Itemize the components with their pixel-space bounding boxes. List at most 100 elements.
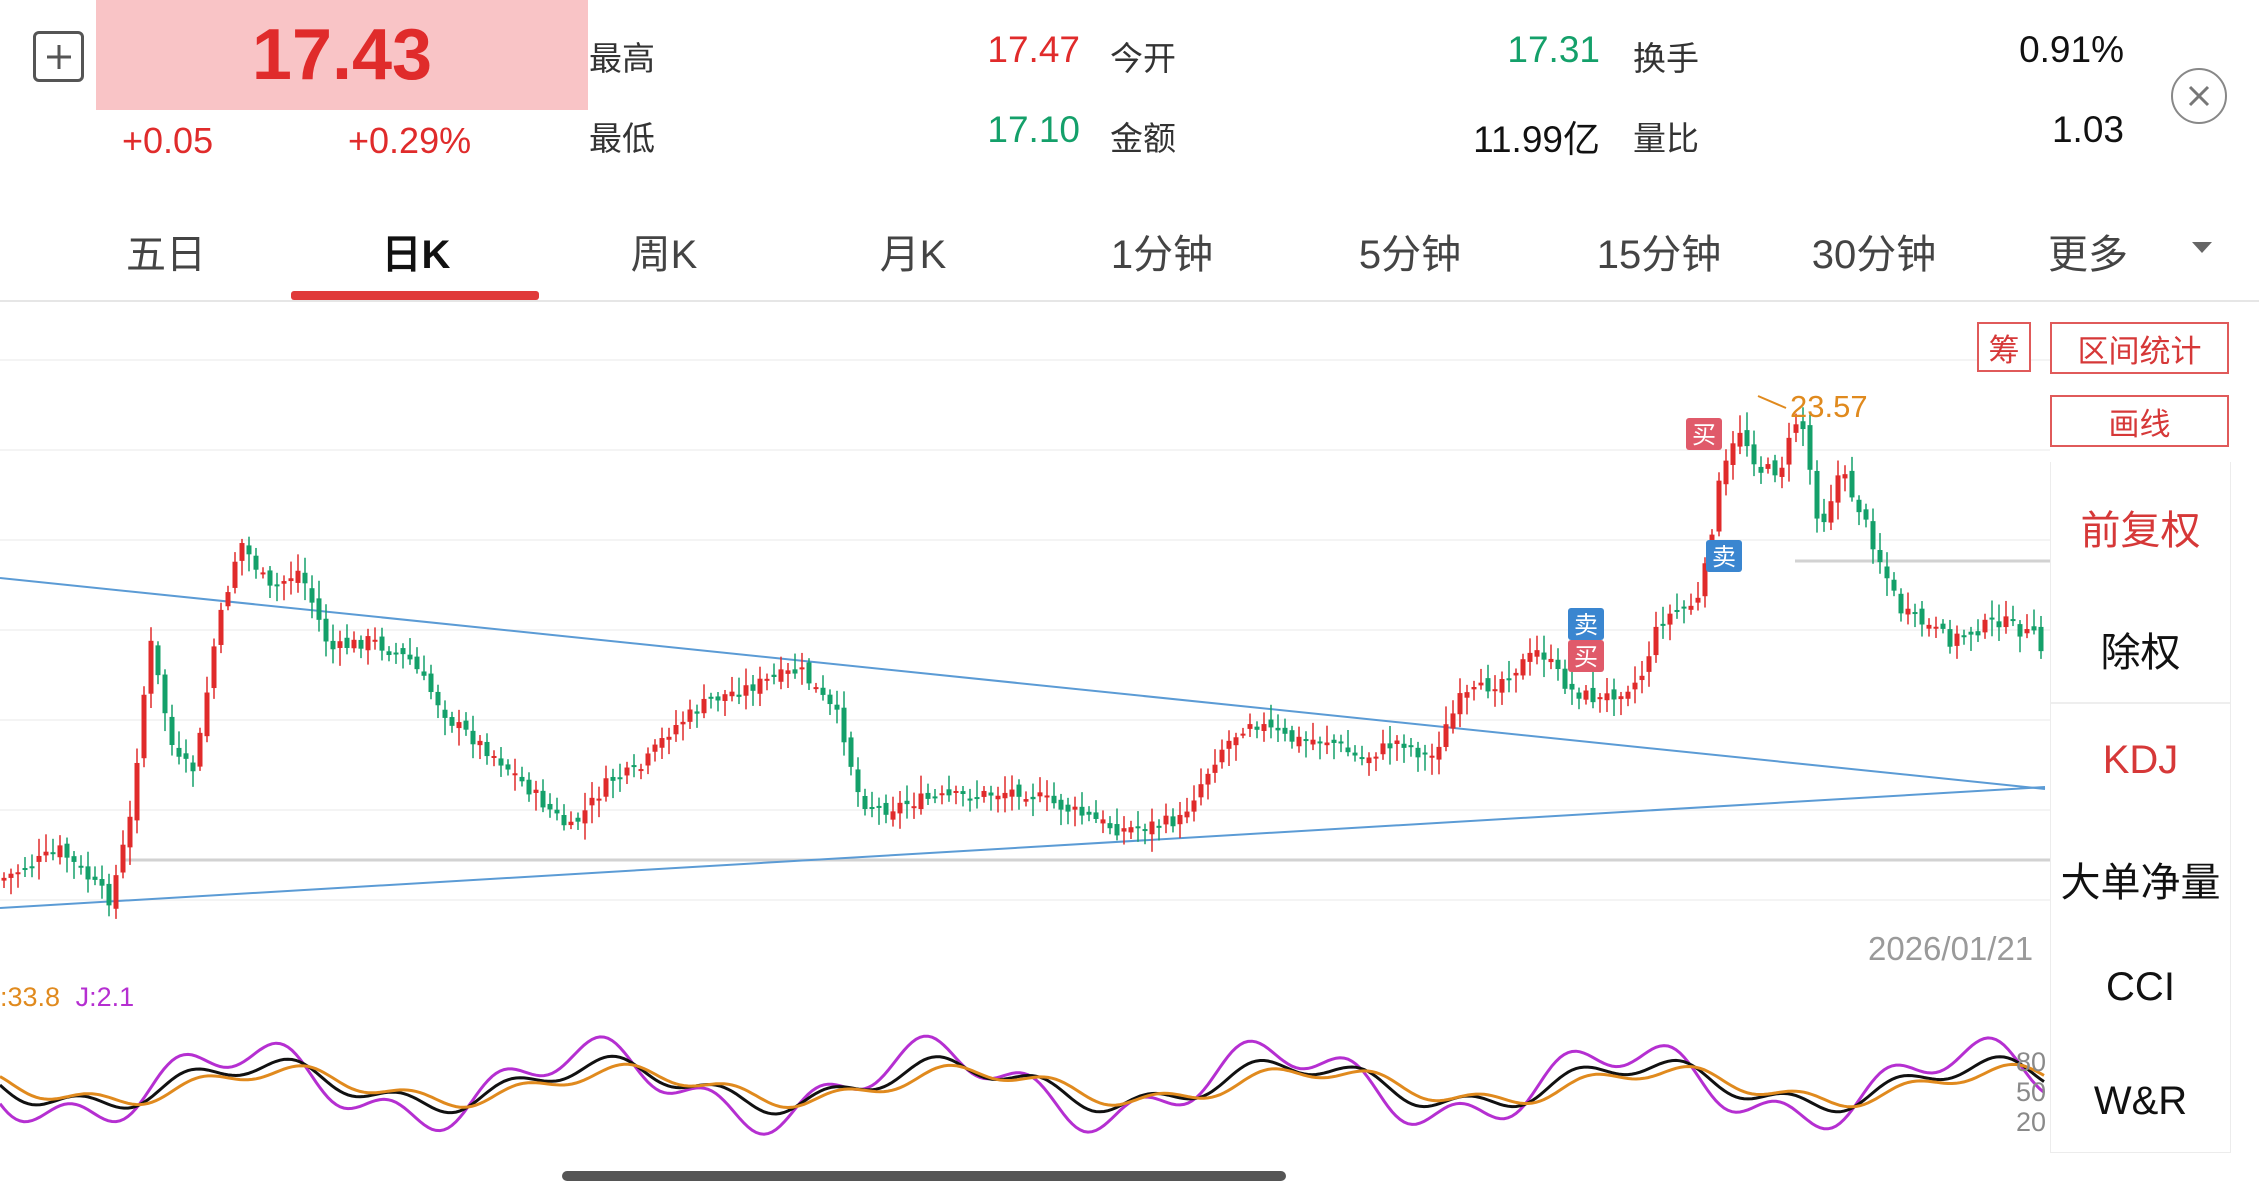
add-watchlist-button[interactable] <box>33 31 84 82</box>
tab-30min[interactable]: 30分钟 <box>1811 233 1937 277</box>
candle-body <box>897 802 903 814</box>
high-price-marker: 23.57 <box>1790 389 1868 424</box>
tab-weekly-k[interactable]: 周K <box>630 233 698 277</box>
candle-body <box>400 648 406 655</box>
candle-body <box>652 744 658 752</box>
candle-body <box>1359 757 1365 760</box>
candle-body <box>694 711 700 714</box>
tab-monthly-k[interactable]: 月K <box>879 233 947 277</box>
candle-body <box>1604 693 1610 701</box>
tab-more[interactable]: 更多 <box>2048 233 2128 277</box>
candle-body <box>1681 606 1687 609</box>
signal-badge <box>1568 640 1604 672</box>
candle-body <box>841 707 847 743</box>
candle-body <box>1464 692 1470 698</box>
candle-body <box>575 817 581 822</box>
candle-body <box>1289 730 1295 742</box>
stat-low-value: 17.10 <box>987 109 1080 150</box>
candle-body <box>1394 740 1400 744</box>
candle-body <box>71 856 77 862</box>
tab-five-day[interactable]: 五日 <box>126 233 206 277</box>
candle-body <box>43 851 49 856</box>
side-item-forward-adjusted[interactable]: 前复权 <box>2080 509 2201 553</box>
stat-open-value: 17.31 <box>1507 29 1600 70</box>
side-item-large-order-net[interactable]: 大单净量 <box>2060 861 2221 905</box>
tab-daily-k[interactable]: 日K <box>381 233 451 277</box>
candle-body <box>2010 619 2016 622</box>
candle-body <box>372 639 378 642</box>
candle-body <box>1576 692 1582 699</box>
candle-body <box>785 670 791 674</box>
candle-body <box>582 810 588 824</box>
candle-body <box>1128 827 1134 833</box>
stat-low-label: 最低 <box>589 120 655 157</box>
candle-body <box>939 793 945 796</box>
candle-body <box>967 798 973 801</box>
close-button[interactable] <box>2171 68 2227 124</box>
candle-body <box>36 855 42 862</box>
candle-body <box>491 755 497 758</box>
candle-body <box>365 636 371 651</box>
tab-5min[interactable]: 5分钟 <box>1358 233 1462 277</box>
candle-body <box>1233 737 1239 746</box>
candle-body <box>806 662 812 684</box>
candle-body <box>715 696 721 701</box>
side-item-ex-rights[interactable]: 除权 <box>2100 631 2181 675</box>
high-pointer <box>1757 395 1787 409</box>
candle-body <box>1310 739 1316 745</box>
candle-body <box>64 843 70 858</box>
candle-body <box>988 792 994 796</box>
candle-body <box>260 572 266 575</box>
candle-body <box>1912 612 1918 615</box>
chevron-down-icon[interactable] <box>2190 240 2214 256</box>
candle-body <box>1688 605 1694 610</box>
candle-body <box>1457 693 1463 715</box>
candle-body <box>1002 792 1008 799</box>
candle-body <box>176 747 182 757</box>
candle-body <box>1611 689 1617 700</box>
tab-15min[interactable]: 15分钟 <box>1596 233 1722 277</box>
tab-1min[interactable]: 1分钟 <box>1110 233 1214 277</box>
side-item-cci[interactable]: CCI <box>2106 965 2175 1009</box>
candle-body <box>1653 626 1659 656</box>
candle-body <box>302 572 308 584</box>
side-item-kdj[interactable]: KDJ <box>2102 738 2179 782</box>
candle-body <box>1254 726 1260 730</box>
side-item-wr[interactable]: W&R <box>2093 1079 2188 1123</box>
candle-body <box>610 776 616 781</box>
candle-body <box>1499 679 1505 693</box>
candle-body <box>1478 682 1484 686</box>
candle-body <box>2024 629 2030 634</box>
candle-body <box>729 691 735 697</box>
candle-body <box>498 758 504 766</box>
candle-body <box>1149 821 1155 835</box>
candle-body <box>8 873 14 878</box>
candle-body <box>162 674 168 714</box>
candle-body <box>1597 697 1603 700</box>
candle-body <box>1156 825 1162 828</box>
candle-body <box>1730 443 1736 465</box>
range-stats-button[interactable]: 区间统计 <box>2050 322 2229 374</box>
kdj-axis-80: 80 <box>2016 1047 2047 1077</box>
candle-body <box>456 722 462 729</box>
candle-body <box>1807 425 1813 470</box>
candle-body <box>813 687 819 690</box>
candle-body <box>463 720 469 730</box>
candle-body <box>85 866 91 880</box>
draw-line-button[interactable]: 画线 <box>2050 395 2229 447</box>
candle-body <box>1989 617 1995 620</box>
candle-body <box>743 685 749 696</box>
candle-body <box>1338 741 1344 744</box>
candle-body <box>1079 806 1085 816</box>
chips-distribution-button[interactable]: 筹 <box>1977 322 2031 372</box>
candle-body <box>379 636 385 651</box>
candle-body <box>1674 609 1680 612</box>
candle-body <box>1324 742 1330 746</box>
candle-body <box>1828 501 1834 523</box>
candle-body <box>1632 682 1638 690</box>
candle-body <box>526 779 532 795</box>
last-price: 17.43 <box>96 0 588 110</box>
kdj-j-line <box>0 1034 2045 1136</box>
candle-body <box>15 872 21 875</box>
